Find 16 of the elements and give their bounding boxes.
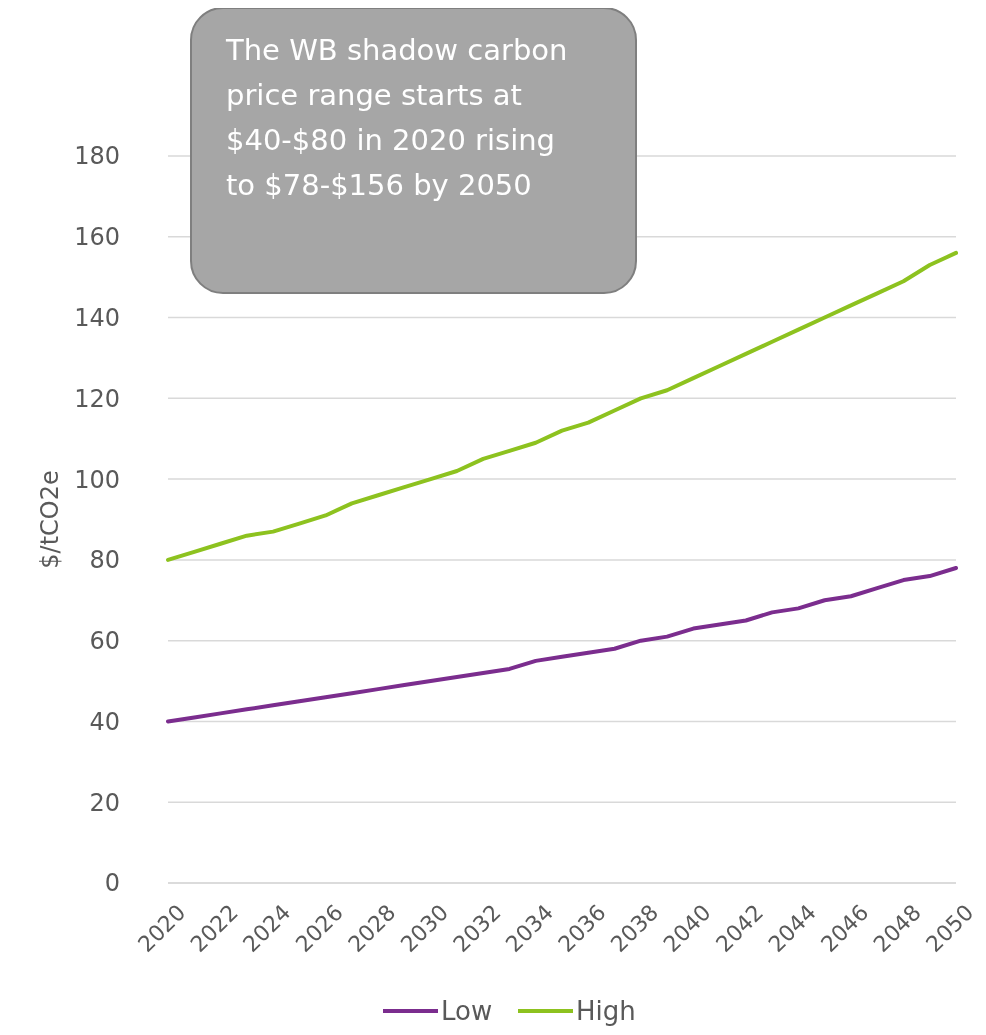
y-tick-label: 160 [74,223,120,252]
y-tick-label: 40 [89,707,120,736]
legend-label: High [576,996,636,1027]
y-tick-label: 0 [104,869,120,898]
y-tick-label: 120 [74,384,120,413]
y-tick-label: 180 [74,142,120,171]
y-tick-label: 140 [74,303,120,332]
legend-label: Low [441,996,493,1027]
annotation: The WB shadow carbon price range starts at $40-$80 in 2020 rising to $78-$156 by 2050 [225,33,568,202]
line-series [166,250,958,562]
y-axis-title: $/tCO2e [36,470,64,569]
y-tick-label: 100 [74,465,120,494]
line-series [166,565,958,724]
y-tick-label: 60 [89,627,120,656]
y-tick-label: 20 [89,788,120,817]
y-tick-label: 80 [89,546,120,575]
